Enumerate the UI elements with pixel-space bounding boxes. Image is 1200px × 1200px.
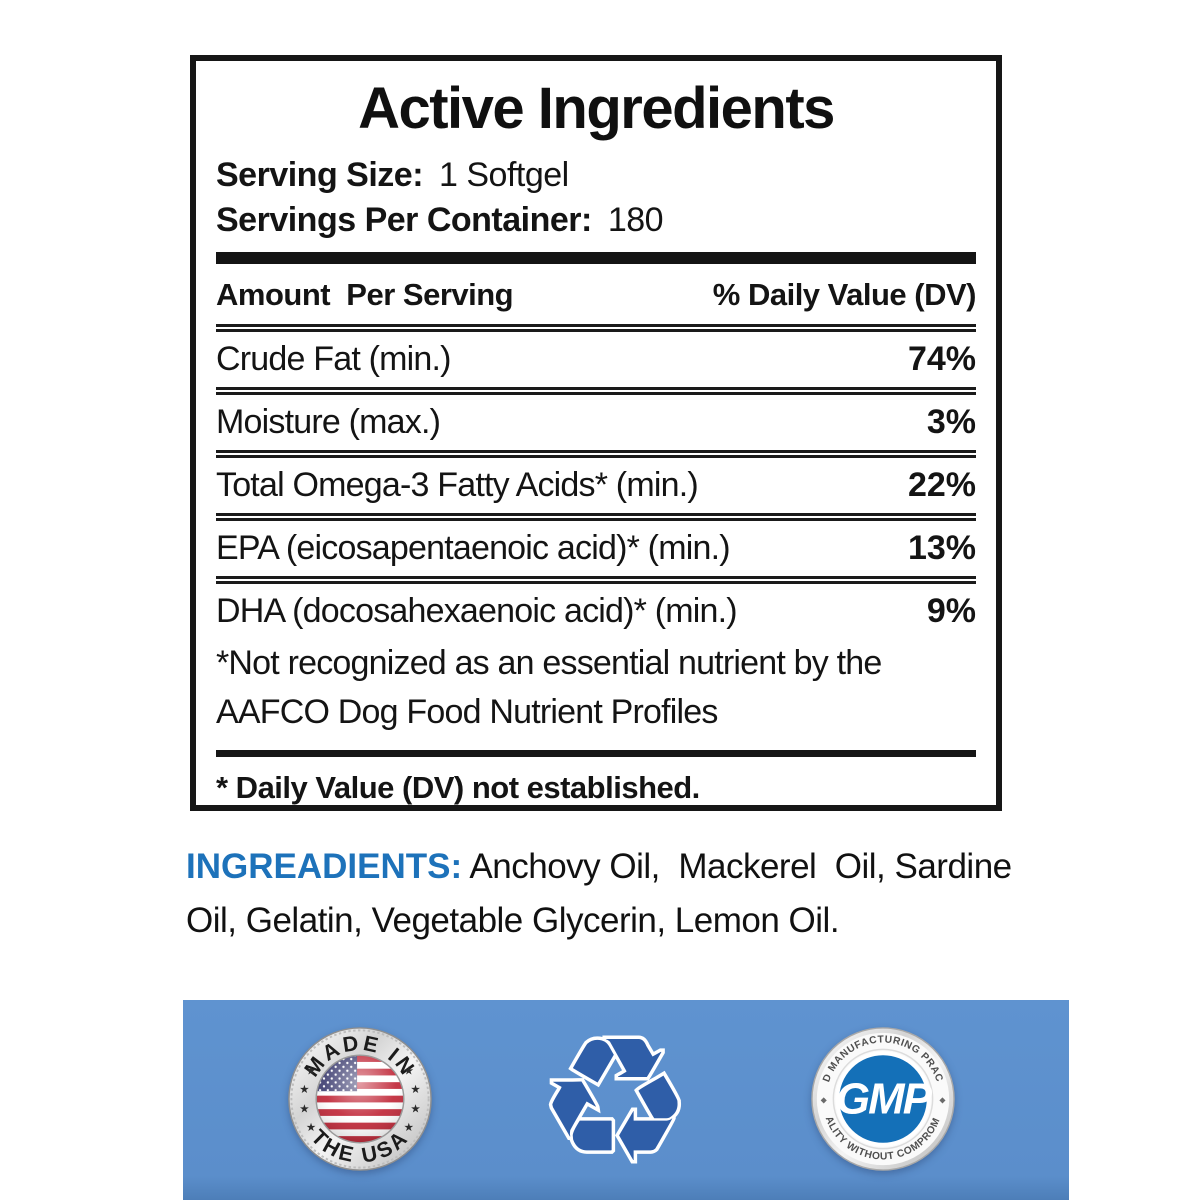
gmp-separator-left: ◆ xyxy=(821,1095,828,1104)
svg-text:★: ★ xyxy=(306,1065,316,1078)
nutrient-label: DHA (docosahexaenoic acid)* (min.) xyxy=(216,592,738,630)
table-row: EPA (eicosapentaenoic acid)* (min.) 13% xyxy=(216,521,976,576)
serving-size-value: 1 Softgel xyxy=(439,156,569,194)
svg-text:★: ★ xyxy=(404,1121,414,1134)
row-separator xyxy=(216,324,976,332)
nutrient-value: 22% xyxy=(907,466,976,504)
aafco-footnote: *Not recognized as an essential nutrient… xyxy=(216,639,976,737)
divider-heavy-bottom xyxy=(216,750,976,757)
svg-text:★: ★ xyxy=(306,1121,316,1134)
gmp-badge: GOOD MANUFACTURING PRACTICE QUALITY WITH… xyxy=(806,1018,955,1171)
servings-per-container-line: Servings Per Container: 180 xyxy=(216,198,976,243)
usa-badge-stars: ★ ★ ★ ★ ★ ★ ★ ★ xyxy=(299,1065,421,1134)
servings-per-container-value: 180 xyxy=(607,201,664,239)
ingredients-label: INGREADIENTS: xyxy=(186,847,463,886)
svg-text:★: ★ xyxy=(410,1103,420,1116)
nutrient-value: 13% xyxy=(907,529,976,567)
svg-text:★: ★ xyxy=(299,1103,309,1116)
row-separator xyxy=(216,450,976,458)
active-ingredients-panel: Active Ingredients Serving Size: 1 Softg… xyxy=(190,55,1002,811)
daily-value-note: * Daily Value (DV) not established. xyxy=(216,770,700,805)
ingredients-paragraph: INGREADIENTS: Anchovy Oil, Mackerel Oil,… xyxy=(186,840,1048,948)
nutrient-label: Total Omega-3 Fatty Acids* (min.) xyxy=(216,466,699,504)
servings-per-container-label: Servings Per Container: xyxy=(216,201,592,239)
row-separator xyxy=(216,513,976,521)
nutrient-label: Moisture (max.) xyxy=(216,403,441,441)
col-header-amount-per-serving: Amount Per Serving xyxy=(216,277,514,312)
serving-size-line: Serving Size: 1 Softgel xyxy=(216,153,976,198)
nutrient-label: Crude Fat (min.) xyxy=(216,340,452,378)
gmp-center-text: GMP xyxy=(836,1075,933,1124)
recycle-icon: ♻ xyxy=(534,997,695,1200)
svg-text:★: ★ xyxy=(410,1083,420,1096)
recycle-glyph: ♻ xyxy=(538,1000,692,1200)
table-row: Moisture (max.) 3% xyxy=(216,395,976,450)
nutrient-label: EPA (eicosapentaenoic acid)* (min.) xyxy=(216,529,731,567)
aafco-footnote-line1: *Not recognized as an essential nutrient… xyxy=(216,644,882,682)
nutrient-value: 3% xyxy=(926,403,976,441)
serving-info: Serving Size: 1 Softgel Servings Per Con… xyxy=(216,153,976,243)
svg-text:★: ★ xyxy=(404,1065,414,1078)
table-row: Crude Fat (min.) 74% xyxy=(216,332,976,387)
row-separator xyxy=(216,576,976,584)
serving-size-label: Serving Size: xyxy=(216,156,424,194)
nutrient-value: 9% xyxy=(926,592,976,630)
ingredients-text: Anchovy Oil, Mackerel Oil, Sardine Oil, … xyxy=(186,847,1021,940)
table-row: DHA (docosahexaenoic acid)* (min.) 9% xyxy=(216,584,976,639)
svg-text:★: ★ xyxy=(299,1083,309,1096)
table-header-row: Amount Per Serving % Daily Value (DV) xyxy=(216,264,977,324)
divider-heavy xyxy=(216,252,976,264)
col-header-daily-value: % Daily Value (DV) xyxy=(712,277,977,312)
bottom-banner: MADE IN THE USA ★ ★ ★ ★ ★ ★ ★ ★ xyxy=(183,997,1069,1200)
row-separator xyxy=(216,387,976,395)
aafco-footnote-line2: AAFCO Dog Food Nutrient Profiles xyxy=(216,693,718,731)
gmp-inner-circle xyxy=(835,1051,931,1147)
gmp-separator-right: ◆ xyxy=(939,1095,946,1104)
panel-title: Active Ingredients xyxy=(358,76,835,141)
nutrient-value: 74% xyxy=(907,340,976,378)
table-row: Total Omega-3 Fatty Acids* (min.) 22% xyxy=(216,458,976,513)
made-in-usa-badge: MADE IN THE USA ★ ★ ★ ★ ★ ★ ★ ★ xyxy=(288,1027,432,1171)
